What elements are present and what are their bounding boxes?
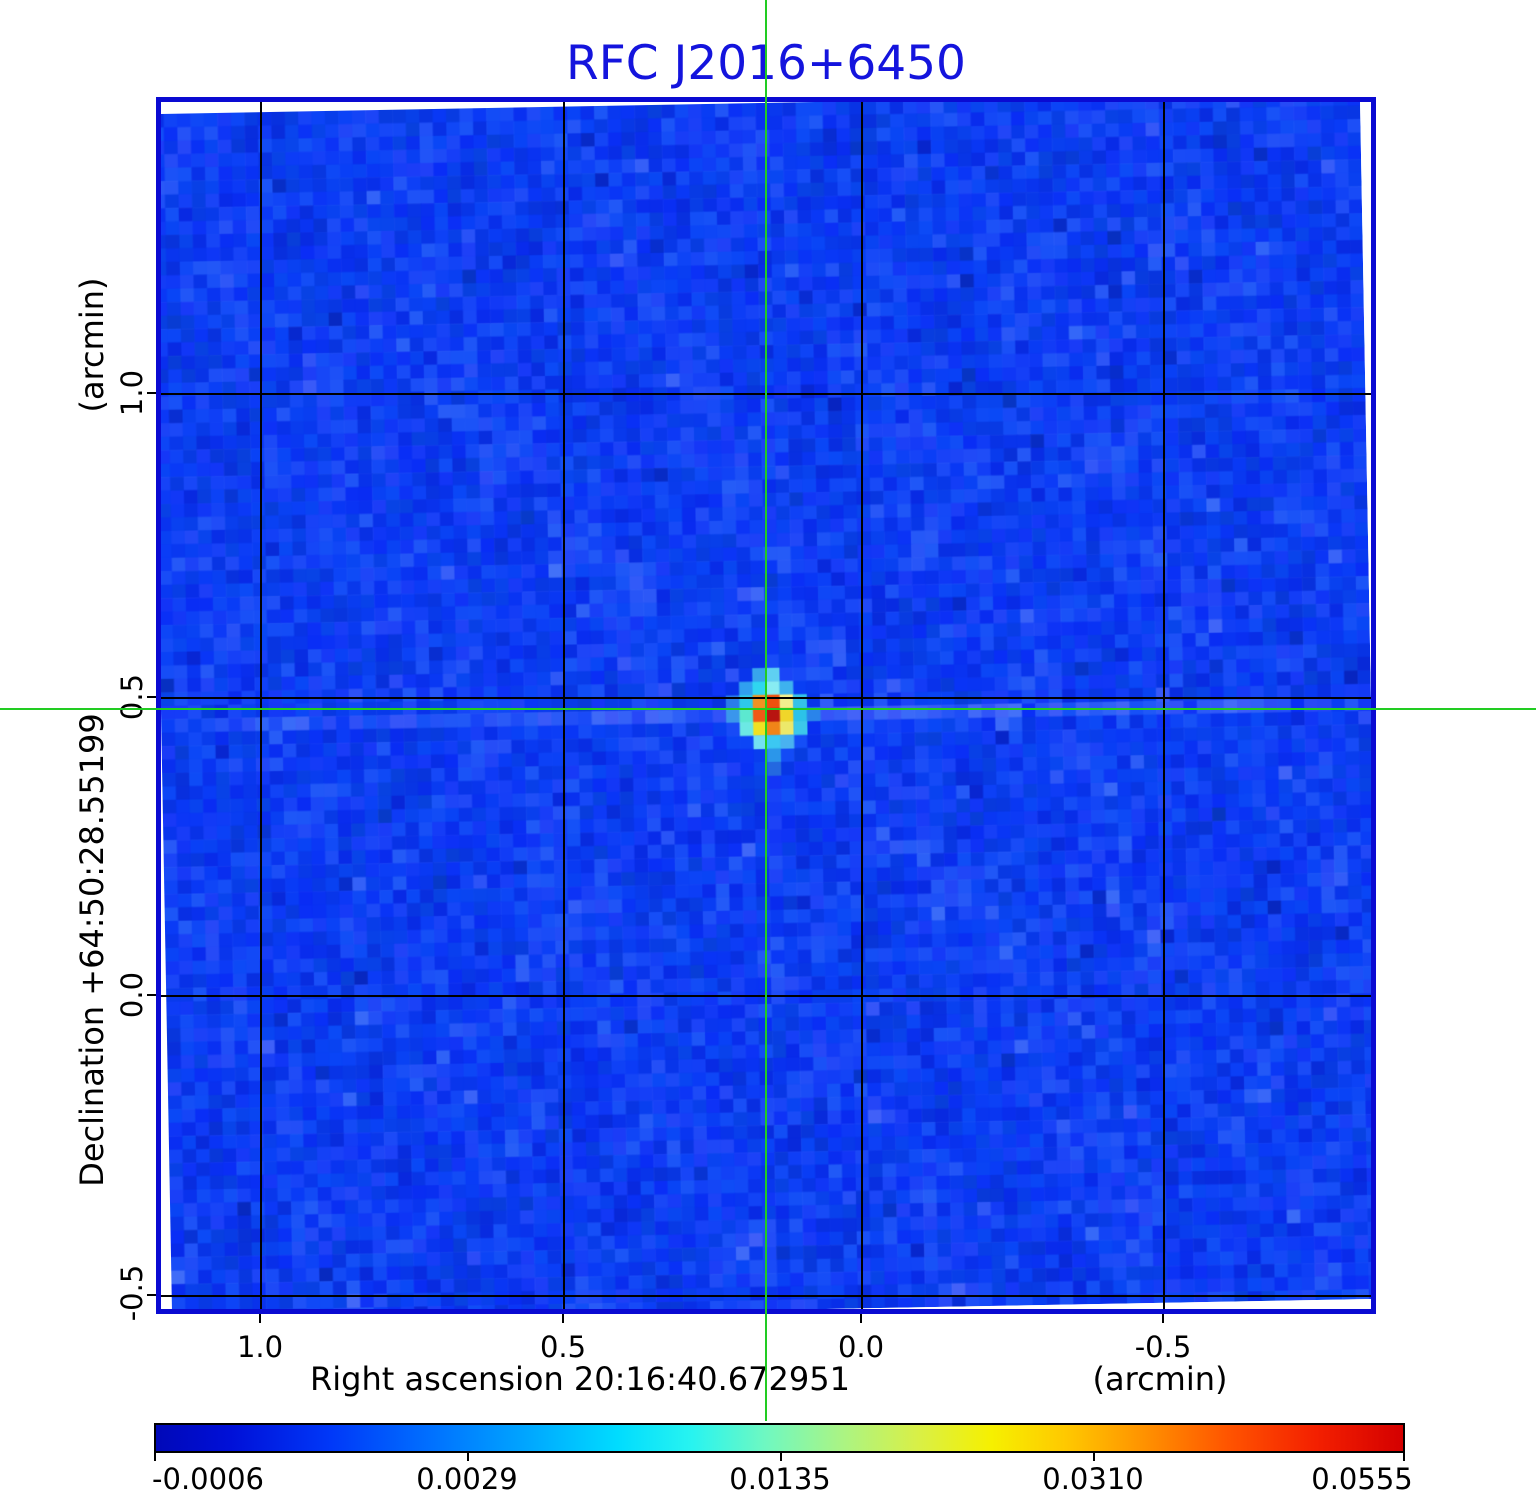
x-tick-label-2: 0.0	[837, 1330, 885, 1364]
x-tick-mark-1	[562, 1314, 564, 1323]
x-tick-label-1: 0.5	[539, 1330, 587, 1364]
x-axis-unit: (arcmin)	[1092, 1360, 1228, 1398]
colorbar-label-4: 0.0555	[1311, 1462, 1413, 1496]
y-tick-label-0: 1.0	[115, 369, 149, 417]
y-tick-label-2: 0.0	[115, 971, 149, 1019]
colorbar-label-2: 0.0135	[729, 1462, 831, 1496]
y-tick-mark-3	[147, 1294, 156, 1296]
x-tick-mark-0	[259, 1314, 261, 1323]
colorbar-tick-1	[467, 1453, 469, 1461]
y-tick-label-1: 0.5	[115, 673, 149, 721]
colorbar-tick-4	[1403, 1453, 1405, 1461]
gridline-ra-1_0	[260, 102, 262, 1309]
y-tick-label-3: -0.5	[115, 1264, 149, 1322]
x-tick-label-0: 1.0	[236, 1330, 284, 1364]
colorbar-label-3: 0.0310	[1042, 1462, 1144, 1496]
y-tick-mark-1	[147, 696, 156, 698]
x-tick-mark-3	[1162, 1314, 1164, 1323]
crosshair-horizontal-line	[0, 708, 1536, 710]
gridline-ra-m0_5	[1163, 102, 1165, 1309]
x-axis-label: Right ascension 20:16:40.672951	[310, 1360, 850, 1398]
gridline-ra-0_5	[563, 102, 565, 1309]
colorbar-tick-3	[1093, 1453, 1095, 1461]
crosshair-vertical-line	[765, 0, 767, 1421]
colorbar-label-1: 0.0029	[416, 1462, 518, 1496]
x-tick-mark-2	[860, 1314, 862, 1323]
y-tick-mark-0	[147, 392, 156, 394]
y-axis-label: Declination +64:50:28.55199	[73, 713, 111, 1187]
colorbar	[154, 1423, 1405, 1453]
y-tick-mark-2	[147, 994, 156, 996]
colorbar-tick-2	[780, 1453, 782, 1461]
gridline-ra-0_0	[861, 102, 863, 1309]
x-tick-label-3: -0.5	[1134, 1330, 1192, 1364]
y-axis-unit: (arcmin)	[73, 277, 111, 413]
colorbar-tick-0	[154, 1453, 156, 1461]
colorbar-label-0: -0.0006	[152, 1462, 264, 1496]
